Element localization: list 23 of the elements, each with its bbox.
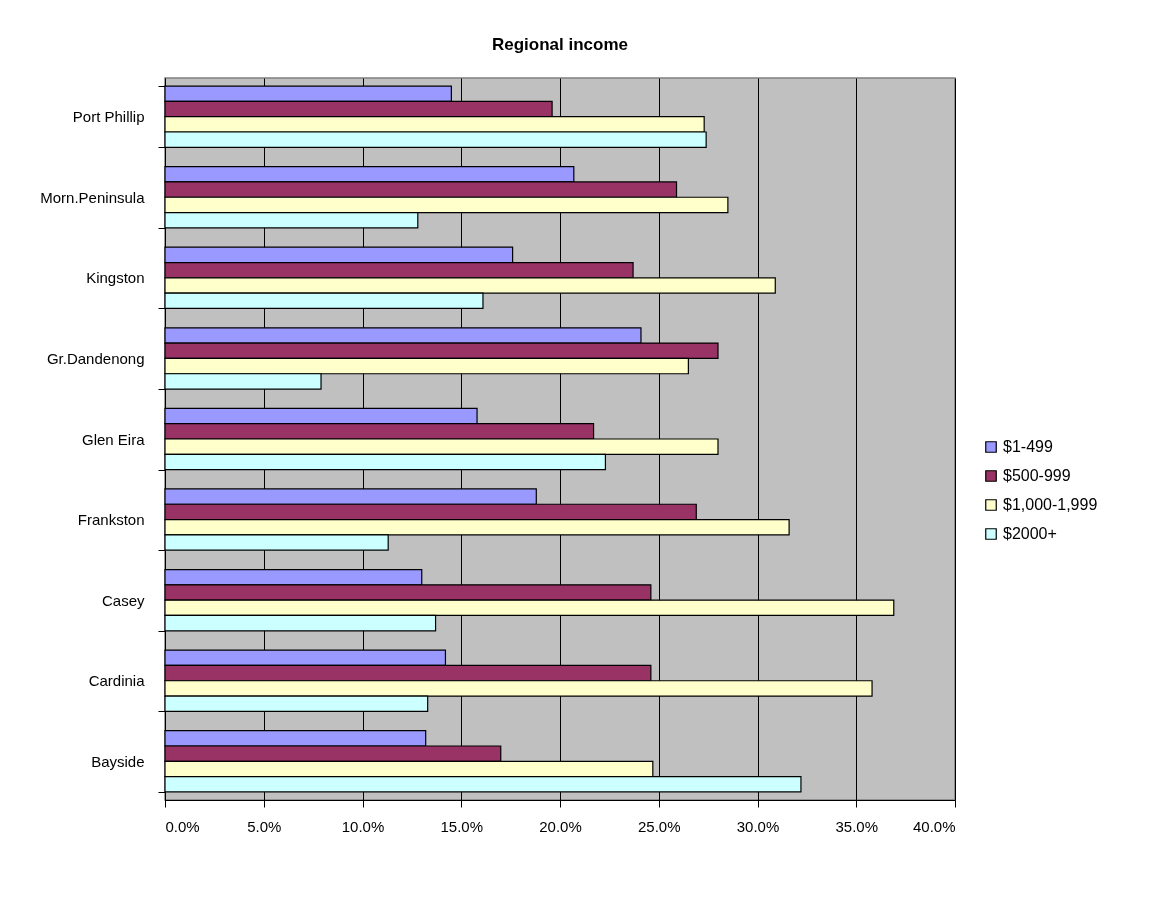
y-tick-label: Casey (101, 591, 145, 609)
legend-label: $1-499 (1003, 438, 1053, 455)
legend-label: $1,000-1,999 (1003, 496, 1098, 513)
x-tick-label: 40.0% (912, 817, 956, 835)
y-tick-label: Bayside (91, 752, 145, 770)
legend-label: $500-999 (1003, 467, 1071, 484)
y-tick-label: Kingston (86, 269, 145, 287)
x-tick-label: 5.0% (247, 817, 282, 835)
y-tick-label: Port Phillip (72, 108, 145, 126)
chart-title: Regional income (491, 35, 629, 54)
y-tick-label: Cardinia (88, 672, 146, 690)
x-tick-label: 20.0% (539, 817, 582, 835)
legend-label: $2000+ (1003, 525, 1057, 542)
y-tick-label: Frankston (77, 511, 145, 529)
x-tick-label: 35.0% (835, 817, 879, 835)
y-tick-label: Morn.Peninsula (40, 188, 146, 206)
x-tick-label: 30.0% (736, 817, 780, 835)
x-tick-label: 0.0% (165, 817, 200, 835)
y-tick-label: Glen Eira (81, 430, 146, 448)
x-tick-label: 25.0% (637, 817, 681, 835)
x-tick-label: 15.0% (440, 817, 484, 835)
y-tick-label: Gr.Dandenong (46, 349, 145, 367)
x-tick-label: 10.0% (341, 817, 385, 835)
